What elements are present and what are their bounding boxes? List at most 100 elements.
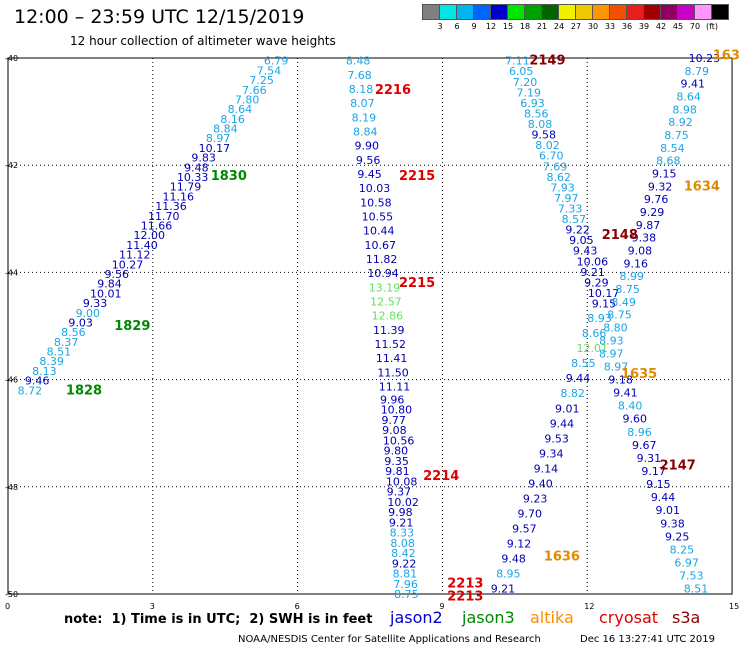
wave-height-value: 6.70 <box>539 150 564 163</box>
color-scale-label: 12 <box>485 22 497 31</box>
color-scale-bar <box>422 4 729 20</box>
wave-height-value: 11.39 <box>373 324 405 337</box>
wave-height-value: 10.94 <box>367 267 399 280</box>
wave-height-value: 9.16 <box>624 257 649 270</box>
pass-time-label: 1830 <box>211 169 247 184</box>
wave-height-value: 10.06 <box>577 255 609 268</box>
color-scale-label: 70 <box>689 22 701 31</box>
wave-height-value: 9.29 <box>640 206 665 219</box>
wave-height-value: 8.57 <box>562 213 587 226</box>
wave-height-value: 10.67 <box>364 239 396 252</box>
axis-ticks: 0 3 6 9 12 15 -40 -42 -44 -46 -48 -50 <box>5 54 739 611</box>
wave-height-value: 8.18 <box>349 83 374 96</box>
color-scale-label: (ft) <box>705 22 719 31</box>
wave-height-value: 9.38 <box>660 517 685 530</box>
wave-height-value: 9.41 <box>680 78 705 91</box>
wave-height-value: 7.53 <box>679 570 704 583</box>
wave-height-value: 8.13 <box>32 365 57 378</box>
wave-height-value: 9.67 <box>632 439 657 452</box>
wave-height-value: 9.00 <box>76 307 101 320</box>
wave-height-value: 8.99 <box>619 270 644 283</box>
color-scale-labels: 3 6 9 12 15 18 21 24 27 30 33 36 39 42 45 70 (ft) <box>422 22 740 34</box>
color-scale-label: 42 <box>655 22 667 31</box>
pass-time-label: 2214 <box>423 469 459 484</box>
pass-time-label: 2149 <box>529 54 565 69</box>
wave-height-value: 8.80 <box>603 322 628 335</box>
wave-height-value: 12.57 <box>370 295 402 308</box>
wave-height-value: 8.92 <box>668 116 693 129</box>
wave-height-value: 8.56 <box>61 326 86 339</box>
wave-height-value: 9.96 <box>380 393 405 406</box>
wave-height-value: 9.21 <box>389 516 414 529</box>
wave-height-value: 9.45 <box>357 168 382 181</box>
wave-height-value: 9.76 <box>644 193 669 206</box>
color-scale-label: 45 <box>672 22 684 31</box>
y-tick-label: -48 <box>5 483 18 492</box>
color-scale-label: 21 <box>536 22 548 31</box>
wave-height-value: 9.31 <box>637 452 662 465</box>
wave-height-value: 8.64 <box>676 91 701 104</box>
wave-height-value: 9.46 <box>25 375 50 388</box>
pass-time-label: 2215 <box>399 276 435 291</box>
color-scale-label: 9 <box>471 22 477 31</box>
x-tick-label: 0 <box>5 602 10 611</box>
wave-height-value: 7.69 <box>543 160 568 173</box>
pass-time-label: 2147 <box>660 458 696 473</box>
credit-text: NOAA/NESDIS Center for Satellite Applica… <box>238 634 541 645</box>
pass-time-label: 2216 <box>375 83 411 98</box>
wave-height-value: 7.54 <box>257 64 282 77</box>
wave-height-value: 8.97 <box>604 360 629 373</box>
wave-height-value: 9.25 <box>665 530 690 543</box>
wave-height-value: 8.98 <box>672 103 697 116</box>
wave-height-value: 8.93 <box>599 334 624 347</box>
wave-height-value: 9.35 <box>384 455 409 468</box>
y-tick-label: -40 <box>5 54 18 63</box>
wave-height-value: 9.08 <box>382 424 407 437</box>
wave-height-value: 10.23 <box>689 52 721 65</box>
wave-height-value: 9.41 <box>613 387 638 400</box>
wave-height-value: 8.40 <box>618 400 643 413</box>
wave-height-value: 10.27 <box>112 258 144 271</box>
wave-height-value: 9.15 <box>646 478 671 491</box>
y-tick-label: -42 <box>5 161 18 170</box>
color-scale-label: 18 <box>519 22 531 31</box>
wave-height-value: 8.25 <box>670 543 695 556</box>
y-tick-label: -50 <box>5 590 18 599</box>
wave-height-value: 9.32 <box>648 180 673 193</box>
color-scale-label: 3 <box>437 22 443 31</box>
wave-height-value: 10.58 <box>360 196 392 209</box>
wave-height-value: 9.60 <box>623 413 648 426</box>
wave-height-value: 8.56 <box>524 107 549 120</box>
wave-height-value: 9.44 <box>651 491 676 504</box>
wave-height-value: 6.97 <box>674 556 699 569</box>
wave-height-value: 7.25 <box>249 74 274 87</box>
wave-height-value: 8.37 <box>54 336 79 349</box>
wave-height-value: 8.82 <box>560 387 585 400</box>
wave-height-value: 6.93 <box>520 97 545 110</box>
wave-height-value: 10.80 <box>381 404 413 417</box>
wave-height-value: 7.68 <box>347 69 372 82</box>
wave-height-value: 13.19 <box>369 281 401 294</box>
wave-height-value: 7.93 <box>550 181 575 194</box>
wave-height-value: 10.55 <box>362 210 394 223</box>
wave-height-value: 9.56 <box>356 154 381 167</box>
wave-height-value: 9.01 <box>555 402 580 415</box>
y-tick-label: -46 <box>5 376 18 385</box>
wave-height-value: 11.66 <box>141 220 173 233</box>
wave-height-value: 9.15 <box>592 298 617 311</box>
wave-height-value: 9.29 <box>584 276 609 289</box>
wave-height-value: 11.11 <box>379 380 411 393</box>
wave-height-value: 11.36 <box>155 200 187 213</box>
y-tick-label: -44 <box>5 268 18 277</box>
wave-height-value: 9.53 <box>544 432 569 445</box>
wave-height-value: 8.84 <box>353 126 378 139</box>
wave-height-value: 7.80 <box>235 93 260 106</box>
wave-height-value: 7.11 <box>505 55 530 68</box>
wave-height-value: 8.51 <box>684 583 709 596</box>
pass-time-label: 1636 <box>544 549 580 564</box>
wave-height-value: 9.40 <box>528 477 553 490</box>
wave-height-value: 8.16 <box>220 113 245 126</box>
wave-height-value: 8.19 <box>352 111 377 124</box>
